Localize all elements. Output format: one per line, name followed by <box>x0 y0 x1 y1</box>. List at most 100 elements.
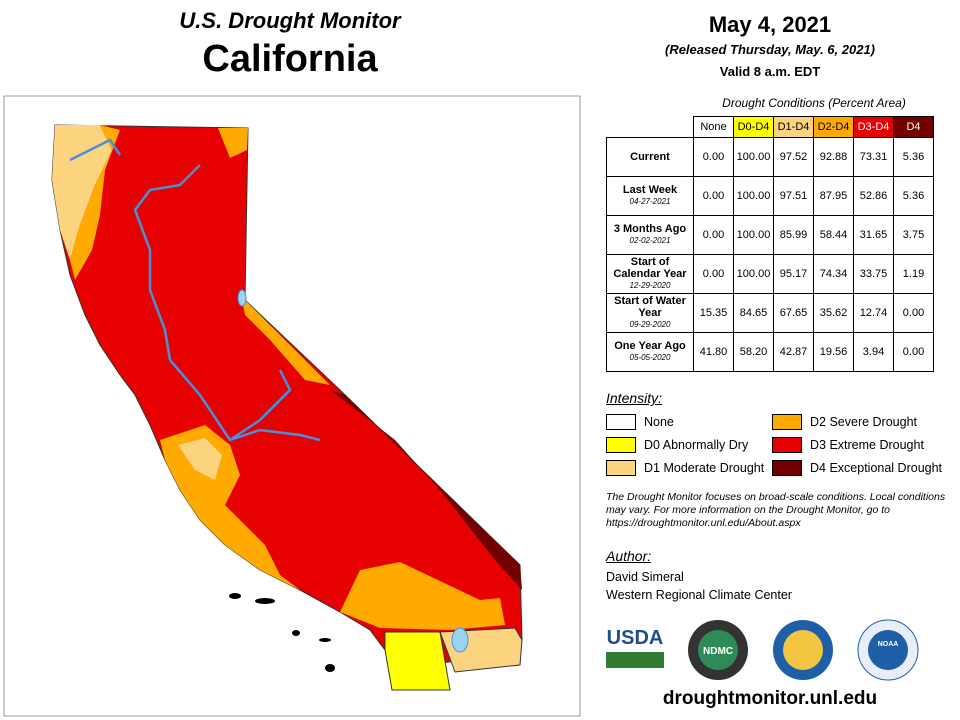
column-header: D4 <box>893 116 934 138</box>
area-d1-imperial <box>439 627 523 673</box>
row-title: Start of Water Year <box>614 295 686 319</box>
column-header: D0-D4 <box>733 116 774 138</box>
legend-item: None <box>606 414 674 430</box>
lake <box>237 289 247 307</box>
cell-value: 58.20 <box>733 332 774 372</box>
cell-value: 100.00 <box>733 215 774 255</box>
header-row: None D0-D4 D1-D4 D2-D4 D3-D4 D4 <box>607 116 934 138</box>
row-title: Start of Calendar Year <box>613 256 687 280</box>
area-d2-south <box>340 562 505 630</box>
area-d0-sd <box>384 631 451 691</box>
legend-swatch <box>772 460 802 476</box>
cell-value: 41.80 <box>693 332 734 372</box>
legend-label: D2 Severe Drought <box>810 415 918 429</box>
released: (Released Thursday, May. 6, 2021) <box>664 42 876 57</box>
rivers <box>69 138 321 442</box>
cell-value: 74.34 <box>813 254 854 294</box>
area-d1-coast <box>178 438 222 480</box>
cell-value: 97.52 <box>773 137 814 177</box>
row-date: 12-29-2020 <box>629 281 671 290</box>
footer-url: droughtmonitor.unl.edu <box>662 688 878 709</box>
cell-value: 19.56 <box>813 332 854 372</box>
usda-logo: USDA <box>607 627 664 649</box>
cell-value: 35.62 <box>813 293 854 333</box>
row-date: 09-29-2020 <box>629 320 671 329</box>
cell-value: 31.65 <box>853 215 894 255</box>
cell-value: 42.87 <box>773 332 814 372</box>
valid: Valid 8 a.m. EDT <box>719 64 821 79</box>
map <box>3 95 581 717</box>
area-d1-north <box>52 125 112 260</box>
cell-value: 95.17 <box>773 254 814 294</box>
cell-value: 0.00 <box>693 254 734 294</box>
ndmc-logo: NDMC <box>703 646 733 657</box>
cell-value: 3.75 <box>893 215 934 255</box>
cell-value: 0.00 <box>893 293 934 333</box>
author-org: Western Regional Climate Center <box>606 588 792 602</box>
column-header: D1-D4 <box>773 116 814 138</box>
row-title: One Year Ago <box>614 340 686 352</box>
cell-value: 33.75 <box>853 254 894 294</box>
cell-value: 52.86 <box>853 176 894 216</box>
row-label: Current <box>606 137 694 177</box>
column-header: D3-D4 <box>853 116 894 138</box>
row-label: Start of Calendar Year 12-29-2020 <box>606 254 694 294</box>
row-date: 02-02-2021 <box>629 236 671 245</box>
cell-value: 92.88 <box>813 137 854 177</box>
cell-value: 67.65 <box>773 293 814 333</box>
cell-value: 0.00 <box>693 137 734 177</box>
noaa-center <box>868 630 908 670</box>
cell-value: 100.00 <box>733 176 774 216</box>
table-caption: Drought Conditions (Percent Area) <box>722 96 906 110</box>
cell-value: 100.00 <box>733 137 774 177</box>
usda-bar <box>606 652 664 668</box>
row-label: One Year Ago 05-05-2020 <box>606 332 694 372</box>
row-title: 3 Months Ago <box>613 223 687 235</box>
cell-value: 5.36 <box>893 176 934 216</box>
table-row: Start of Calendar Year 12-29-2020 0.00 100.… <box>606 254 934 294</box>
logos: USDA NDMC NOAA <box>606 619 919 681</box>
cell-value: 12.74 <box>853 293 894 333</box>
legend-label: D1 Moderate Drought <box>644 461 765 475</box>
legend-label: None <box>644 415 674 429</box>
cell-value: 5.36 <box>893 137 934 177</box>
row-date: 05-05-2020 <box>629 353 671 362</box>
legend-item: D0 Abnormally Dry <box>606 437 748 453</box>
doc-center <box>783 630 823 670</box>
legend-title: Intensity: <box>606 390 663 406</box>
legend-swatch <box>772 437 802 453</box>
state-name: California <box>202 38 378 80</box>
row-label: 3 Months Ago 02-02-2021 <box>606 215 694 255</box>
row-title: Last Week <box>622 184 678 196</box>
row-title: Current <box>630 151 670 163</box>
cell-value: 0.00 <box>693 176 734 216</box>
note: The Drought Monitor focuses on broad-sca… <box>606 491 946 529</box>
area-d2-ne <box>218 128 248 158</box>
column-header: D2-D4 <box>813 116 854 138</box>
title: U.S. Drought Monitor <box>179 8 401 33</box>
cell-value: 0.00 <box>893 332 934 372</box>
table-row: 3 Months Ago 02-02-2021 0.00 100.00 85.99 58.… <box>606 215 934 255</box>
ndmc-center <box>698 630 738 670</box>
legend-swatch <box>606 460 636 476</box>
legend-item: D4 Exceptional Drought <box>772 460 942 476</box>
table-row: Current 0.00 100.00 97.52 92.88 73.31 5.36 <box>606 137 934 177</box>
cell-value: 1.19 <box>893 254 934 294</box>
legend-item: D2 Severe Drought <box>772 414 917 430</box>
author-title: Author: <box>606 548 652 564</box>
cell-value: 87.95 <box>813 176 854 216</box>
table-row: Start of Water Year 09-29-2020 15.35 84.65 6… <box>606 293 934 333</box>
cell-value: 3.94 <box>853 332 894 372</box>
table-row: Last Week 04-27-2021 0.00 100.00 97.51 87.95 5… <box>606 176 934 216</box>
cell-value: 73.31 <box>853 137 894 177</box>
cell-value: 0.00 <box>693 215 734 255</box>
table-row: One Year Ago 05-05-2020 41.80 58.20 42.87 19.… <box>606 332 934 372</box>
legend-swatch <box>606 437 636 453</box>
row-label: Start of Water Year 09-29-2020 <box>606 293 694 333</box>
cell-value: 97.51 <box>773 176 814 216</box>
row-label: Last Week 04-27-2021 <box>606 176 694 216</box>
row-date: 04-27-2021 <box>629 197 671 206</box>
legend-label: D3 Extreme Drought <box>810 438 924 452</box>
date: May 4, 2021 <box>708 12 832 37</box>
